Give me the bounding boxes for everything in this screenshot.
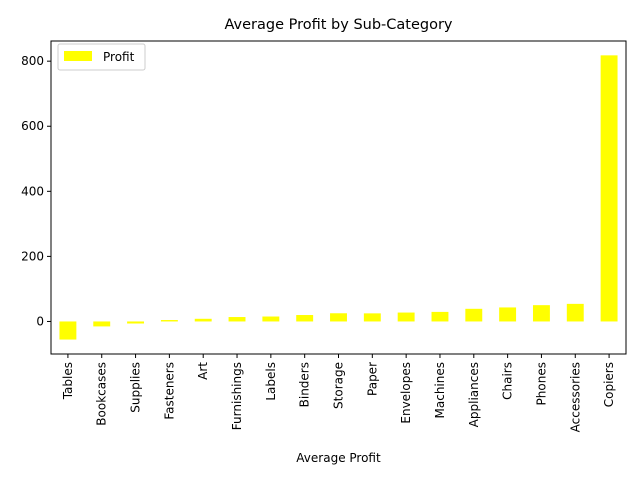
y-tick-label: 0 (36, 314, 44, 328)
bar-supplies (127, 321, 145, 324)
legend-box (57, 43, 146, 71)
x-tick-label: Appliances (467, 362, 481, 427)
x-axis-ticks: Tables Bookcases Supplies Fasteners Art Furni… (61, 354, 616, 432)
bar-bookcases (93, 321, 111, 327)
bar-copiers (600, 55, 618, 322)
bar-tables (59, 321, 77, 340)
bar-binders (296, 315, 314, 322)
x-tick-label: Supplies (129, 362, 143, 413)
x-tick-label: Bookcases (95, 362, 109, 426)
x-tick-label: Fasteners (162, 362, 176, 420)
bar-paper (363, 313, 381, 322)
bar-storage (330, 313, 347, 322)
bars-group (59, 55, 618, 340)
bar-labels (262, 316, 280, 322)
x-tick-label: Storage (332, 362, 346, 409)
legend-swatch (64, 51, 92, 61)
y-tick-label: 400 (21, 184, 44, 198)
x-tick-label: Copiers (602, 362, 616, 407)
bar-envelopes (397, 312, 415, 322)
bar-accessories (566, 303, 584, 322)
bar-phones (532, 305, 550, 322)
plot-frame (50, 40, 627, 355)
bar-fasteners (160, 320, 178, 322)
x-tick-label: Accessories (568, 362, 582, 432)
y-tick-label: 200 (21, 249, 44, 263)
x-tick-label: Art (196, 362, 210, 380)
x-tick-label: Furnishings (230, 362, 244, 430)
bar-machines (431, 311, 449, 322)
bar-chairs (499, 307, 517, 322)
x-tick-label: Phones (534, 362, 548, 405)
y-tick-label: 800 (21, 54, 44, 68)
x-tick-label: Binders (298, 362, 312, 407)
x-tick-label: Chairs (501, 362, 515, 400)
chart-title: Average Profit by Sub-Category (224, 17, 452, 33)
x-axis-label: Average Profit (296, 451, 381, 465)
y-tick-label: 600 (21, 119, 44, 133)
x-tick-label: Envelopes (399, 362, 413, 424)
bar-appliances (465, 308, 483, 322)
x-tick-label: Labels (264, 362, 278, 401)
legend-label: Profit (103, 50, 135, 64)
bar-furnishings (228, 317, 246, 322)
x-tick-label: Paper (365, 362, 379, 396)
x-tick-label: Machines (433, 362, 447, 418)
x-tick-label: Tables (61, 362, 75, 400)
y-axis-ticks: 0 200 400 600 800 (21, 54, 51, 328)
legend: Profit (57, 43, 146, 71)
bar-art (194, 318, 212, 322)
